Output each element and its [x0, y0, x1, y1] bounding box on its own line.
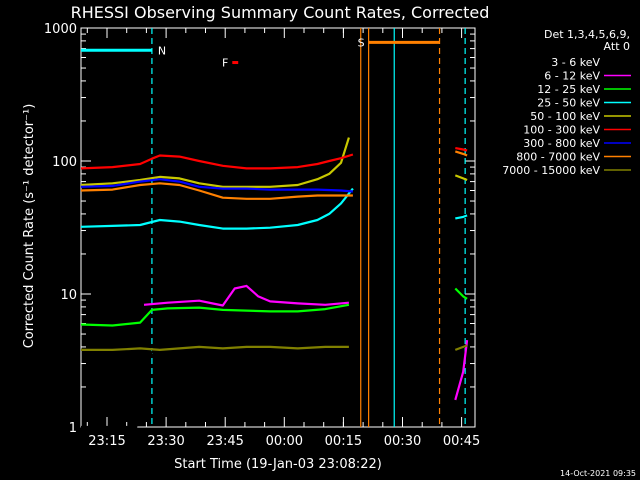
y-tick-label: 10	[60, 288, 77, 303]
x-tick-label: 00:00	[266, 434, 303, 449]
annotation-label: F	[222, 57, 228, 70]
series-line-3	[455, 214, 468, 220]
y-tick-label: 1	[69, 421, 77, 436]
timestamp: 14-Oct-2021 09:35	[560, 469, 636, 478]
series-line-5	[455, 147, 468, 152]
x-tick-label: 00:15	[325, 434, 362, 449]
legend-entry-label: 25 - 50 keV	[537, 97, 600, 110]
y-axis-label: Corrected Count Rate (s⁻¹ detector⁻¹)	[22, 104, 37, 349]
series-line-8	[81, 345, 349, 351]
legend-header: Det 1,3,4,5,6,9,	[544, 28, 630, 41]
legend-entry-label: 6 - 12 keV	[544, 70, 600, 83]
legend-entry-label: 800 - 7000 keV	[516, 151, 600, 164]
annotation-label: S	[358, 36, 365, 49]
series-line-6	[80, 178, 353, 193]
x-axis-label: Start Time (19-Jan-03 23:08:22)	[174, 457, 382, 472]
plot-frame	[80, 27, 476, 428]
annotation-label: N	[158, 44, 166, 57]
series-line-8	[454, 344, 468, 351]
series-line-1	[454, 339, 469, 401]
legend-header: Att 0	[604, 40, 630, 53]
series-line-2	[80, 303, 350, 327]
y-tick-label: 1000	[44, 22, 77, 37]
legend-entry-label: 50 - 100 keV	[530, 110, 600, 123]
series-line-2	[454, 287, 468, 300]
series-line-4	[454, 174, 468, 182]
x-tick-label: 23:45	[206, 434, 243, 449]
x-tick-label: 23:15	[88, 434, 125, 449]
x-tick-label: 00:45	[443, 434, 480, 449]
series-line-7	[80, 182, 353, 200]
legend-entry-label: 7000 - 15000 keV	[502, 164, 600, 177]
series-line-4	[80, 137, 350, 188]
legend-entry-label: 100 - 300 keV	[523, 124, 600, 137]
x-tick-label: 23:30	[147, 434, 184, 449]
series-line-5	[80, 153, 354, 170]
series-line-0	[81, 326, 357, 429]
chart-title: RHESSI Observing Summary Count Rates, Co…	[71, 3, 490, 22]
series-line-7	[454, 150, 468, 157]
x-tick-label: 00:30	[384, 434, 421, 449]
plot-area: 1 10 100 1000 23:15 23:30 23:45 00:00 00:15 00:30…	[44, 22, 480, 449]
series-line-1	[143, 284, 349, 307]
legend-entry-label: 3 - 6 keV	[551, 56, 600, 69]
series-line-3	[80, 187, 354, 230]
legend-entry-label: 300 - 800 keV	[523, 137, 600, 150]
legend-entry-label: 12 - 25 keV	[537, 83, 600, 96]
y-tick-label: 100	[52, 155, 77, 170]
